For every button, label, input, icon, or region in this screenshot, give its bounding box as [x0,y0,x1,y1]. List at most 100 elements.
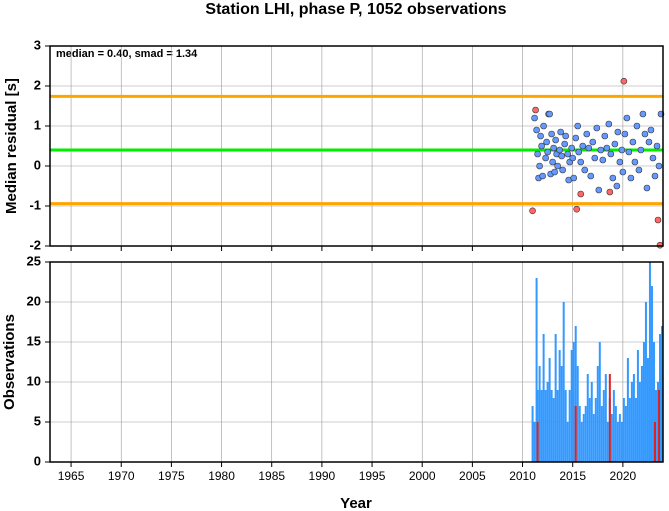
point [614,128,622,136]
point [649,154,657,162]
bar [566,422,569,462]
point [593,124,601,132]
bar [624,406,627,462]
bar [620,422,623,462]
x-tick-label: 1980 [208,469,235,483]
bar [654,390,657,462]
point [625,148,633,156]
point [570,174,578,182]
point [635,166,643,174]
bar [584,406,587,462]
x-tick-label: 1995 [359,469,386,483]
point [539,172,546,180]
y-tick-label: 3 [34,37,41,52]
bar [572,342,575,462]
bar [542,334,545,462]
bar [657,390,660,462]
bar [533,422,536,462]
point [591,154,599,162]
x-tick-label: 1975 [158,469,185,483]
y-axis-label: Median residual [s] [3,78,20,214]
point [573,205,581,213]
y-tick-label: 15 [27,333,41,348]
bar [574,406,577,462]
point [607,150,615,158]
bar [636,350,639,462]
bar [634,398,637,462]
bar [550,390,553,462]
bar [618,414,621,462]
point [556,146,563,154]
point [651,172,659,180]
y-tick-label: -1 [29,197,41,212]
bar [558,350,561,462]
bar [622,398,625,462]
x-tick-label: 1970 [108,469,135,483]
bar [604,374,607,462]
y-tick-label: 20 [27,293,41,308]
bar [614,406,617,462]
x-tick-label: 2005 [459,469,486,483]
point [597,146,605,154]
point [579,142,587,150]
point [543,138,550,146]
bar [653,422,656,462]
point [627,174,635,182]
x-tick-label: 1965 [58,469,85,483]
point [585,144,593,152]
bar [630,382,633,462]
bar [576,366,579,462]
point [575,148,583,156]
point [533,126,540,134]
bar [628,398,631,462]
point [574,122,582,130]
bar [612,390,615,462]
x-axis-label: Year [340,495,372,511]
point [534,150,541,158]
bar [570,350,573,462]
point [605,120,613,128]
bar [582,414,585,462]
bar [632,374,635,462]
point [616,158,624,166]
bar [580,422,583,462]
point [620,77,628,85]
bar [531,406,534,462]
point [621,130,629,138]
bar [600,406,603,462]
point [564,150,571,158]
point [536,162,543,170]
point [655,162,663,170]
point [581,166,589,174]
bar [650,286,653,462]
bar [560,366,563,462]
x-tick-label: 2020 [610,469,637,483]
bar [592,414,595,462]
point [601,132,609,140]
point [559,166,566,174]
point [587,172,595,180]
bar [540,390,543,462]
bar [586,374,589,462]
point [633,122,641,130]
bar [554,334,557,462]
point [641,130,649,138]
point [577,190,585,198]
point [623,114,631,122]
point [549,158,556,166]
x-tick-label: 2010 [509,469,536,483]
bar [590,382,593,462]
point [551,168,558,176]
bar [642,342,645,462]
point [542,154,549,162]
y-axis-label: Observations [1,314,18,410]
bar [616,422,619,462]
point [619,168,627,176]
y-tick-label: 10 [27,373,41,388]
point [643,184,651,192]
y-tick-label: 0 [34,157,41,172]
bar [535,278,538,462]
bar [606,422,609,462]
bar [538,366,541,462]
y-tick-label: -2 [29,237,41,252]
